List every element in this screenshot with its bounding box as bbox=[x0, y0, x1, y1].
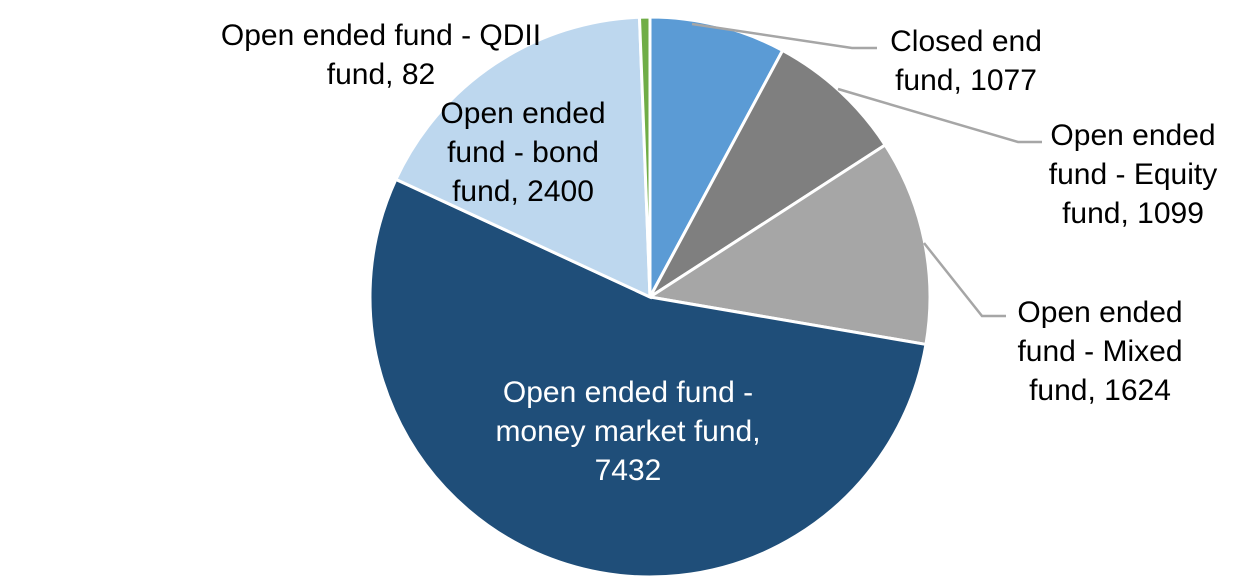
leader-line-open-ended-fund-equity-fund bbox=[837, 87, 1042, 144]
slice-label-open-ended-fund-money-market-fund: Open ended fund -money market fund, 7432 bbox=[495, 376, 760, 487]
pie-slice-open-ended-fund-bond-fund bbox=[393, 15, 652, 300]
pie-slice-closed-end-fund bbox=[648, 15, 785, 298]
pie-slice-open-ended-fund-equity-fund bbox=[648, 48, 888, 299]
slice-label-open-ended-fund-mixed-fund: Open ended fund - Mixed fund, 1624 bbox=[1017, 296, 1182, 407]
pie-slice-open-ended-fund-mixed-fund bbox=[645, 142, 932, 347]
leader-line-closed-end-fund bbox=[691, 22, 877, 50]
slice-label-open-ended-fund-equity-fund: Open ended fund - Equity fund, 1099 bbox=[1049, 119, 1217, 230]
pie-slice-open-ended-fund-qdii-fund bbox=[637, 15, 652, 298]
slice-label-open-ended-fund-bond-fund: Open ended fund - bond fund, 2400 bbox=[440, 97, 605, 208]
slice-label-closed-end-fund: Closed end fund, 1077 bbox=[890, 25, 1042, 97]
leader-line-open-ended-fund-mixed-fund bbox=[923, 242, 1006, 318]
pie-slice-open-ended-fund-money-market-fund bbox=[368, 177, 928, 579]
slice-label-open-ended-fund-qdii-fund: Open ended fund - QDII fund, 82 bbox=[221, 19, 541, 91]
